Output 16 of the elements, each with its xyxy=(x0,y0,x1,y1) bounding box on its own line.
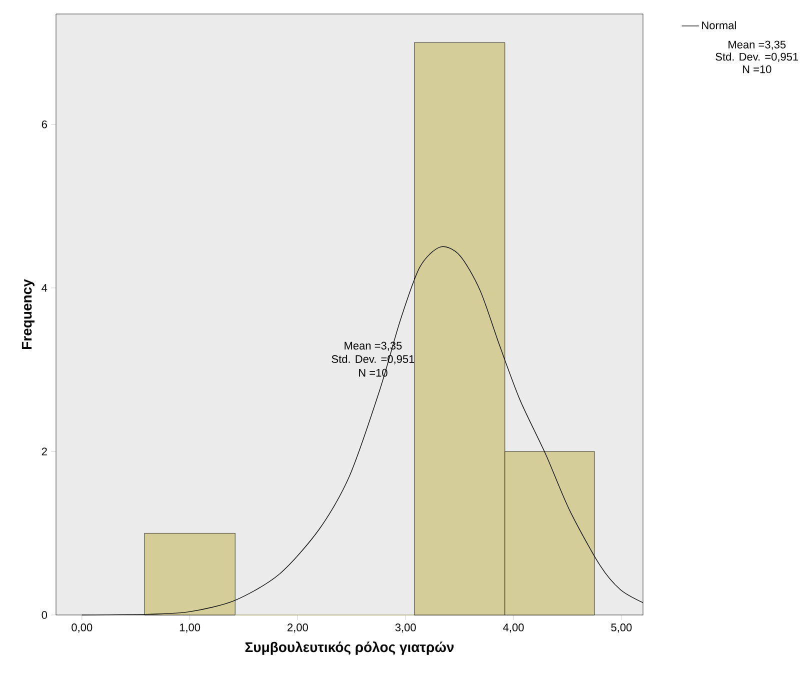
text: Std. Dev. =0,951 xyxy=(716,52,798,62)
x-axis-title: Συμβουλευτικός ρόλος γιατρών xyxy=(245,641,454,655)
x-tick-label: 2,00 xyxy=(288,624,308,633)
x-tick-label: 1,00 xyxy=(180,624,200,633)
text: Mean =3,35 xyxy=(728,40,786,50)
y-tick-label: 0 xyxy=(42,611,48,619)
text: N =10 xyxy=(742,65,772,74)
y-tick-label: 6 xyxy=(42,120,47,128)
x-tick-label: 0,00 xyxy=(72,624,92,633)
x-tick-label: 3,00 xyxy=(395,624,416,633)
x-tick-label: 5,00 xyxy=(611,624,632,633)
x-tick-label: 4,00 xyxy=(503,624,524,633)
y-tick-label: 2 xyxy=(42,448,47,456)
y-tick-label: 4 xyxy=(42,284,48,292)
y-axis-title: Frequency xyxy=(22,279,34,349)
legend-label: Normal xyxy=(702,21,736,30)
